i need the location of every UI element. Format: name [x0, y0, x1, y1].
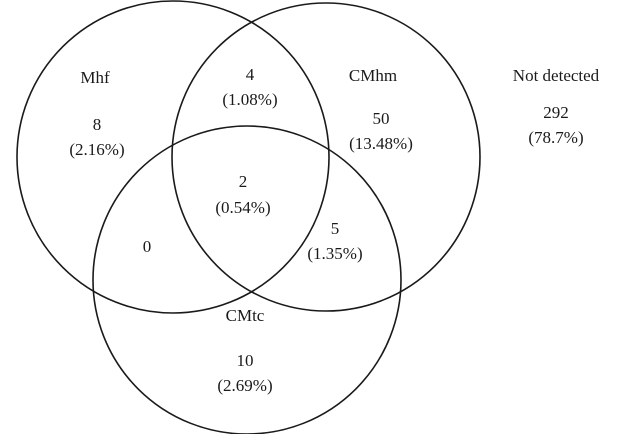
region-cmhm-cmtc-count: 5: [331, 219, 340, 238]
region-all-three-count: 2: [239, 172, 248, 191]
circle-mhf: [16, 0, 330, 314]
not-detected-percent: (78.7%): [528, 128, 583, 147]
region-mhf-cmtc-count: 0: [143, 237, 152, 256]
not-detected-count: 292: [543, 103, 569, 122]
region-mhf-only-count: 8: [93, 115, 102, 134]
region-cmhm-only-percent: (13.48%): [349, 134, 413, 153]
region-cmhm-only-count: 50: [373, 109, 390, 128]
region-all-three-percent: (0.54%): [215, 198, 270, 217]
region-mhf-cmhm-count: 4: [246, 65, 255, 84]
set-label-cmtc: CMtc: [226, 306, 265, 325]
region-mhf-cmhm-percent: (1.08%): [222, 90, 277, 109]
region-cmhm-cmtc-percent: (1.35%): [307, 244, 362, 263]
region-cmtc-only-count: 10: [237, 351, 254, 370]
set-label-mhf: Mhf: [80, 68, 110, 87]
set-label-cmhm: CMhm: [349, 66, 397, 85]
circle-cmtc: [92, 125, 402, 434]
not-detected-label: Not detected: [513, 66, 600, 85]
region-mhf-only-percent: (2.16%): [69, 140, 124, 159]
region-cmtc-only-percent: (2.69%): [217, 376, 272, 395]
circle-cmhm: [171, 2, 481, 312]
